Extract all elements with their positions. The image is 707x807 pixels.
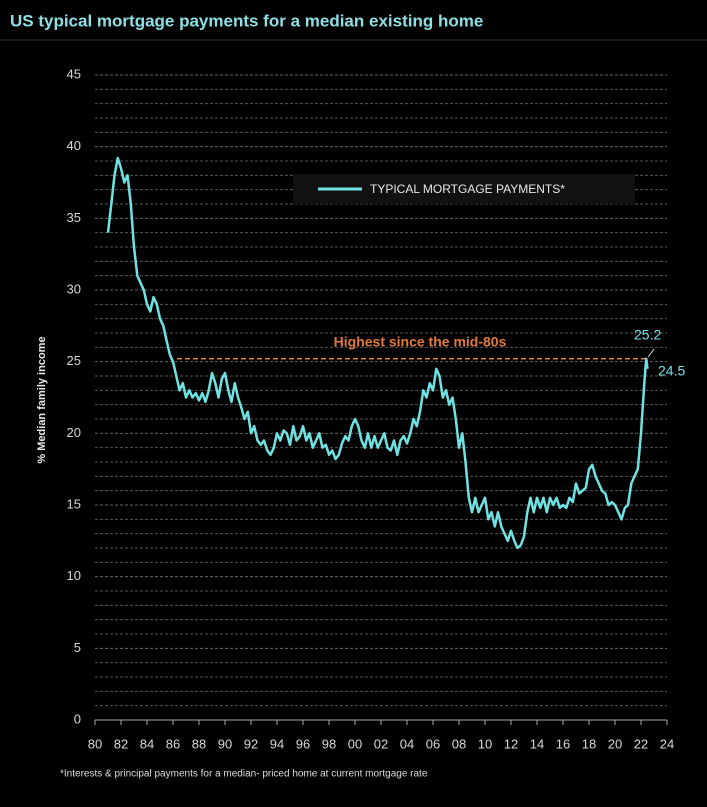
peak-label: 25.2 <box>634 327 661 343</box>
x-tick-label: 02 <box>374 736 388 751</box>
x-tick-label: 14 <box>530 736 544 751</box>
x-tick-label: 12 <box>504 736 518 751</box>
x-tick-label: 80 <box>88 736 102 751</box>
x-tick-label: 84 <box>140 736 154 751</box>
y-tick-label: 5 <box>74 640 81 655</box>
y-tick-label: 30 <box>67 281 81 296</box>
x-tick-label: 90 <box>218 736 232 751</box>
y-tick-label: 15 <box>67 496 81 511</box>
peak-pointer <box>647 348 655 358</box>
y-tick-label: 45 <box>67 66 81 81</box>
y-tick-label: 40 <box>67 138 81 153</box>
x-tick-label: 18 <box>582 736 596 751</box>
x-tick-label: 86 <box>166 736 180 751</box>
y-axis-label: % Median family income <box>36 336 48 463</box>
footnote: *Interests & principal payments for a me… <box>60 769 428 780</box>
x-tick-label: 20 <box>608 736 622 751</box>
x-tick-label: 88 <box>192 736 206 751</box>
last-label: 24.5 <box>658 363 685 379</box>
annotation: Highest since the mid-80s <box>334 334 507 350</box>
chart-title: US typical mortgage payments for a media… <box>10 11 483 30</box>
x-tick-label: 16 <box>556 736 570 751</box>
x-tick-label: 96 <box>296 736 310 751</box>
x-tick-label: 94 <box>270 736 284 751</box>
y-tick-label: 10 <box>67 568 81 583</box>
x-tick-label: 04 <box>400 736 414 751</box>
y-tick-label: 25 <box>67 353 81 368</box>
x-tick-label: 22 <box>634 736 648 751</box>
x-tick-label: 00 <box>348 736 362 751</box>
x-tick-label: 24 <box>660 736 674 751</box>
y-tick-label: 35 <box>67 210 81 225</box>
x-tick-label: 10 <box>478 736 492 751</box>
series-line <box>106 156 649 550</box>
legend-label: TYPICAL MORTGAGE PAYMENTS* <box>370 182 565 196</box>
y-tick-label: 20 <box>67 425 81 440</box>
y-tick-label: 0 <box>74 711 81 726</box>
x-tick-label: 92 <box>244 736 258 751</box>
x-tick-label: 82 <box>114 736 128 751</box>
x-tick-label: 08 <box>452 736 466 751</box>
x-tick-label: 98 <box>322 736 336 751</box>
x-tick-label: 06 <box>426 736 440 751</box>
